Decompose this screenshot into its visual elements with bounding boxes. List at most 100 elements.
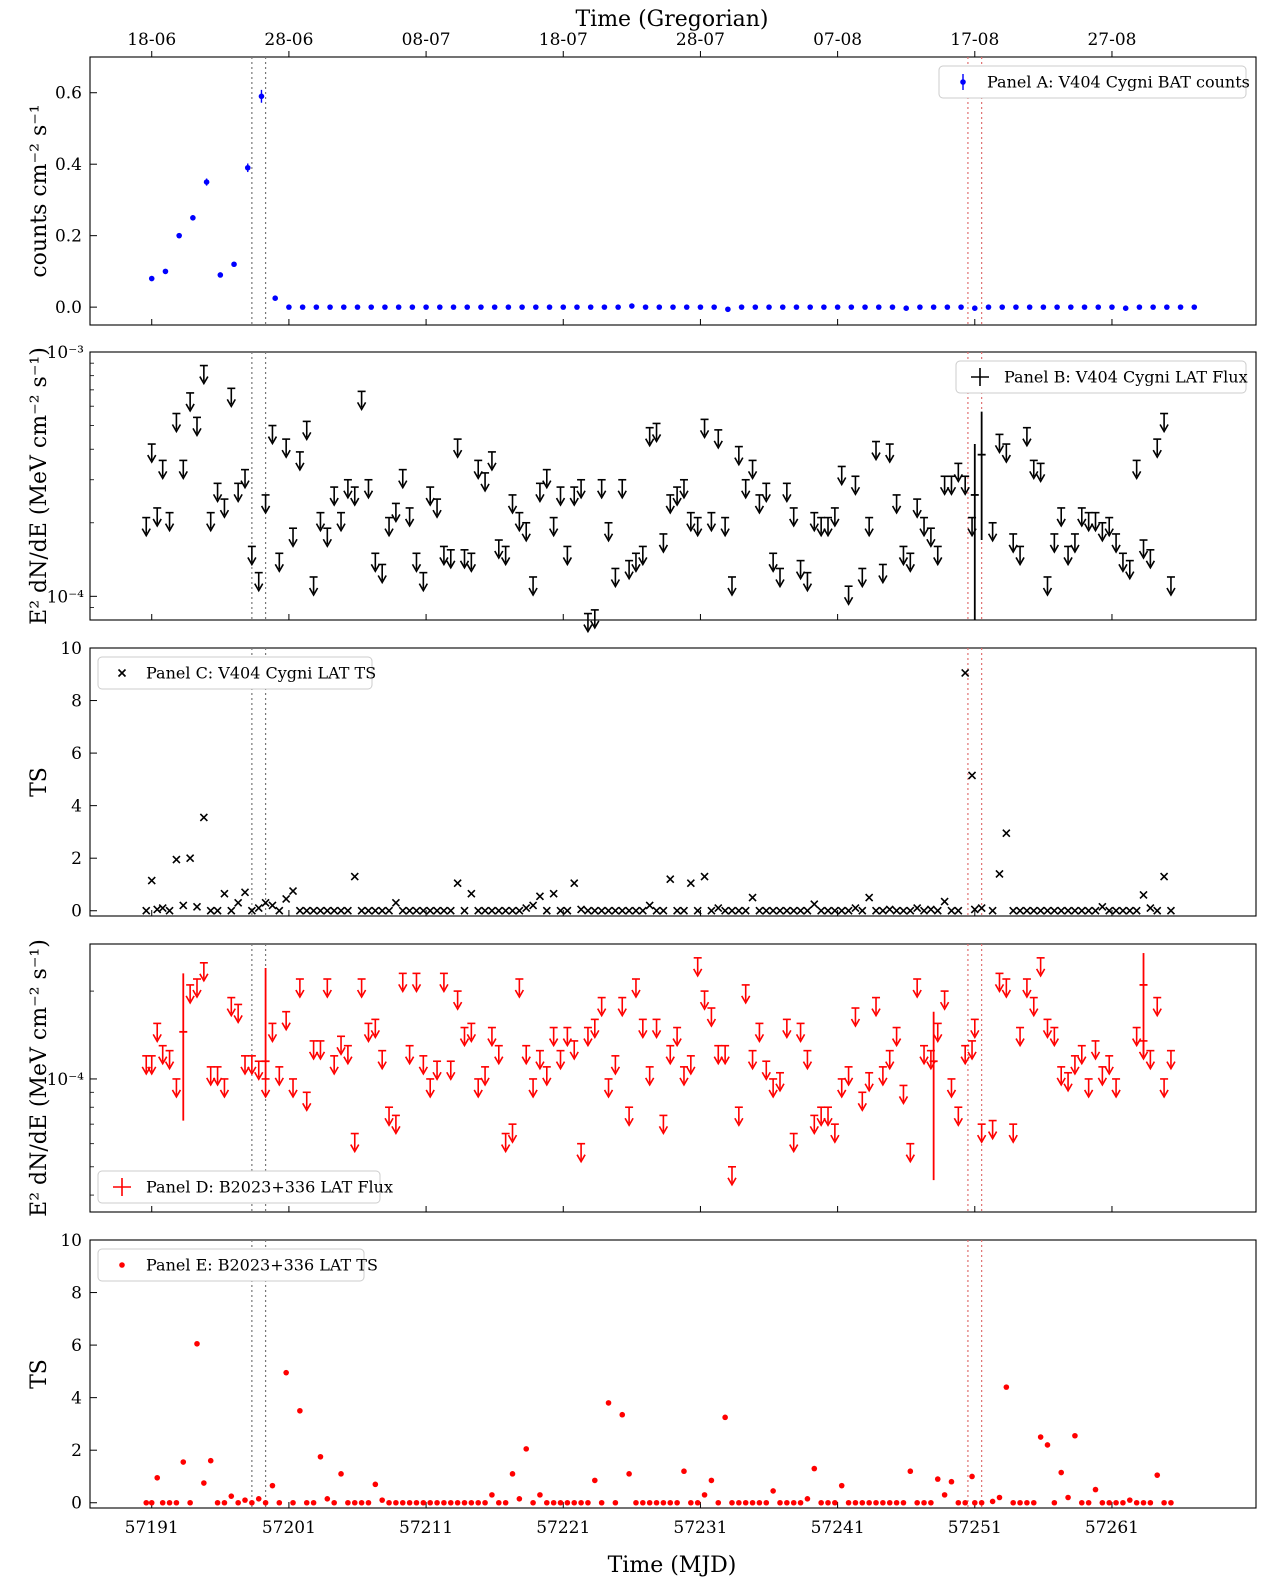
panel-b: 10⁻³ 10⁻⁴E² dN/dE (MeV cm⁻² s⁻¹) Panel B: … bbox=[27, 343, 1257, 634]
y-tick-label: 6 bbox=[71, 1336, 82, 1356]
data-dot bbox=[327, 304, 333, 310]
ul-arrowhead bbox=[1159, 1089, 1169, 1099]
ul-arrowhead bbox=[1035, 968, 1046, 978]
ul-arrowhead bbox=[699, 1001, 710, 1011]
ts-x-marker bbox=[501, 906, 510, 915]
ts-x-marker bbox=[522, 904, 531, 913]
top-tick-label: 07-08 bbox=[813, 30, 862, 50]
data-dot bbox=[893, 1499, 900, 1506]
ul-arrowhead bbox=[665, 1056, 675, 1066]
data-dot bbox=[368, 304, 375, 310]
data-dot bbox=[1095, 304, 1102, 310]
ul-arrowhead bbox=[432, 509, 442, 519]
data-dot bbox=[971, 305, 978, 312]
ts-x-marker bbox=[837, 906, 846, 915]
ul-arrowhead bbox=[569, 497, 579, 507]
legend-box bbox=[97, 656, 373, 690]
ts-x-marker bbox=[412, 906, 421, 915]
ul-arrowhead bbox=[192, 427, 202, 437]
data-dot bbox=[530, 1499, 536, 1506]
ul-arrowhead bbox=[651, 1029, 662, 1039]
ts-x-marker bbox=[995, 869, 1004, 879]
panel-frame bbox=[89, 1239, 1257, 1509]
ts-x-marker bbox=[933, 906, 942, 915]
data-dot bbox=[646, 1499, 653, 1506]
data-dot bbox=[779, 304, 786, 310]
data-dot bbox=[660, 1499, 667, 1506]
ts-x-marker bbox=[919, 906, 929, 915]
ts-x-marker bbox=[693, 906, 702, 915]
data-dot bbox=[255, 1496, 262, 1502]
ts-x-marker bbox=[775, 906, 785, 915]
y-tick-label: 8 bbox=[71, 1284, 82, 1304]
ul-arrowhead bbox=[885, 1061, 895, 1071]
y-tick-label: 4 bbox=[71, 1389, 82, 1409]
data-dot bbox=[1065, 1494, 1071, 1501]
legend-box bbox=[97, 1248, 365, 1282]
data-dot bbox=[619, 1411, 626, 1418]
ul-arrowhead bbox=[315, 1051, 326, 1061]
data-dot bbox=[681, 1468, 687, 1475]
data-dot bbox=[1081, 304, 1088, 310]
ul-arrowhead bbox=[603, 533, 614, 543]
ts-x-marker bbox=[515, 906, 524, 915]
ul-arrowhead bbox=[898, 557, 909, 567]
top-tick-label: 18-07 bbox=[539, 30, 588, 50]
ts-x-marker bbox=[1015, 906, 1025, 915]
ts-x-marker bbox=[844, 906, 853, 915]
x-tick-label: 57201 bbox=[262, 1518, 316, 1538]
data-dot bbox=[190, 215, 196, 221]
ul-arrowhead bbox=[1152, 1008, 1162, 1018]
legend-box bbox=[97, 1170, 381, 1204]
ul-arrowhead bbox=[432, 1071, 442, 1081]
data-dot bbox=[834, 304, 841, 310]
ul-arrowhead bbox=[226, 1008, 236, 1018]
data-dot bbox=[587, 304, 594, 310]
ul-arrowhead bbox=[1090, 1051, 1101, 1061]
y-axis-label: counts cm⁻² s⁻¹ bbox=[27, 104, 52, 277]
data-dot bbox=[217, 272, 224, 278]
ul-arrowhead bbox=[507, 505, 518, 515]
data-dot bbox=[985, 304, 992, 310]
data-dot bbox=[324, 1496, 331, 1502]
ts-x-marker bbox=[947, 906, 956, 915]
data-dot bbox=[249, 1499, 255, 1506]
ul-arrowhead bbox=[466, 1034, 477, 1044]
ul-arrowhead bbox=[274, 563, 284, 573]
ts-x-marker bbox=[631, 906, 641, 915]
ul-arrowhead bbox=[356, 989, 367, 999]
data-dot bbox=[969, 1473, 975, 1480]
data-dot bbox=[574, 304, 580, 310]
ul-arrowhead bbox=[1104, 1066, 1114, 1076]
data-dot bbox=[738, 304, 745, 310]
ul-arrowhead bbox=[1056, 1077, 1066, 1087]
data-dot bbox=[299, 304, 306, 310]
ts-x-marker bbox=[604, 906, 613, 915]
ul-arrowhead bbox=[1077, 1056, 1087, 1066]
ts-x-marker bbox=[371, 906, 380, 915]
ul-arrowhead bbox=[1001, 989, 1012, 999]
data-dot bbox=[297, 1407, 303, 1414]
legend-marker bbox=[119, 1262, 125, 1268]
ts-x-marker bbox=[913, 904, 922, 913]
ul-arrowhead bbox=[425, 1089, 435, 1099]
ts-x-marker bbox=[147, 876, 156, 885]
ts-x-marker bbox=[1064, 906, 1073, 915]
ts-x-marker bbox=[439, 906, 448, 915]
ts-x-marker bbox=[926, 905, 935, 914]
ts-x-marker bbox=[330, 906, 339, 915]
data-dot bbox=[450, 304, 457, 310]
ts-x-marker bbox=[419, 906, 428, 915]
ul-arrowhead bbox=[727, 1177, 737, 1187]
ts-x-marker bbox=[686, 879, 695, 888]
ul-arrowhead bbox=[507, 1134, 518, 1144]
data-dot bbox=[818, 1499, 824, 1506]
ul-arrowhead bbox=[789, 1144, 799, 1154]
ul-arrowhead bbox=[562, 1038, 573, 1048]
ul-arrowhead bbox=[775, 1083, 785, 1093]
ts-x-marker bbox=[817, 906, 826, 915]
ul-arrowhead bbox=[192, 989, 202, 999]
ul-arrowhead bbox=[363, 490, 374, 500]
ul-arrowhead bbox=[548, 528, 559, 538]
data-dot bbox=[722, 1414, 728, 1421]
